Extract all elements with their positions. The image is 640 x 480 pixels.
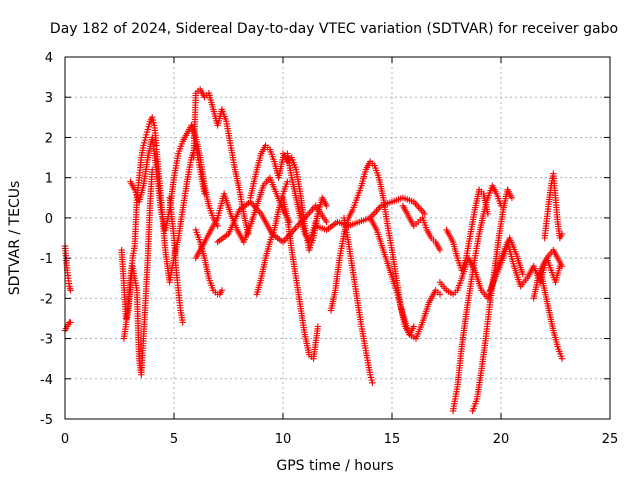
data-point-arc-25	[519, 271, 526, 278]
data-point-arc-13	[323, 202, 330, 210]
y-tick-label: 4	[45, 51, 53, 66]
series-arc-17	[340, 214, 376, 386]
series-arc-20	[399, 202, 444, 254]
data-point-arc-18	[410, 323, 417, 330]
data-point-arc-19	[436, 291, 444, 298]
x-tick-label: 20	[493, 432, 510, 447]
chart-title: Day 182 of 2024, Sidereal Day-to-day VTE…	[50, 21, 618, 37]
data-point-arc-14	[284, 178, 291, 185]
data-point-arc-09	[218, 287, 226, 294]
x-tick-label: 10	[275, 432, 292, 447]
plot-frame	[64, 56, 611, 420]
data-point-arc-15	[314, 323, 322, 330]
series-arc-08	[190, 85, 252, 238]
data-point-arc-01	[67, 287, 74, 294]
data-point-arc-24	[508, 194, 516, 201]
x-tick-label: 5	[170, 432, 178, 447]
series-arc-25	[486, 234, 526, 294]
data-point-arc-17	[369, 379, 376, 386]
y-tick-label: 1	[45, 172, 53, 187]
series-arc-27	[541, 170, 566, 242]
series-arc-07	[166, 194, 186, 326]
series-arc-24	[469, 186, 516, 415]
y-tick-label: -4	[40, 373, 53, 388]
data-point-arc-16	[421, 210, 428, 218]
series-arc-28	[530, 254, 564, 302]
y-tick-label: -3	[40, 333, 53, 348]
y-tick-label: 2	[45, 131, 53, 146]
y-tick-label: 0	[45, 212, 53, 227]
series-arc-14	[253, 178, 291, 298]
x-tick-labels: 0 5 10 15 20 25	[61, 432, 618, 447]
data-point-arc-06	[201, 190, 208, 197]
data-point-arc-02	[67, 319, 74, 326]
x-tick-label: 0	[61, 432, 69, 447]
data-point-arc-28	[556, 262, 564, 270]
data-point-arc-20	[436, 246, 444, 254]
series-arc-04	[120, 166, 156, 378]
y-tick-labels: -5 -4 -3 -2 -1 0 1 2 3 4	[40, 51, 53, 428]
x-axis-label: GPS time / hours	[276, 458, 393, 474]
x-tick-label: 15	[384, 432, 401, 447]
data-point-arc-11	[323, 218, 330, 226]
data-point-arc-07	[179, 319, 186, 326]
data-point-arc-26	[558, 355, 566, 362]
series-arc-19	[367, 214, 444, 342]
series-arc-13	[279, 150, 330, 254]
y-tick-label: -1	[40, 252, 53, 267]
axis-ticks	[64, 56, 611, 420]
y-tick-label: 3	[45, 91, 53, 106]
x-tick-label: 25	[602, 432, 619, 447]
series-arc-23	[449, 182, 505, 415]
y-tick-label: -5	[40, 413, 53, 428]
series-arc-15	[279, 194, 322, 362]
y-axis-label: SDTVAR / TECUs	[7, 181, 23, 296]
data-point-arc-27	[558, 230, 566, 238]
data-marks	[61, 85, 566, 415]
y-tick-label: -2	[40, 292, 53, 307]
